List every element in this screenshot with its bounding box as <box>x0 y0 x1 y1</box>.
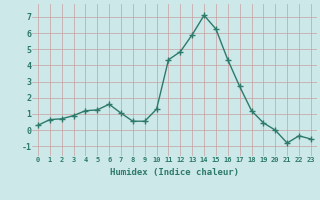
X-axis label: Humidex (Indice chaleur): Humidex (Indice chaleur) <box>110 168 239 177</box>
